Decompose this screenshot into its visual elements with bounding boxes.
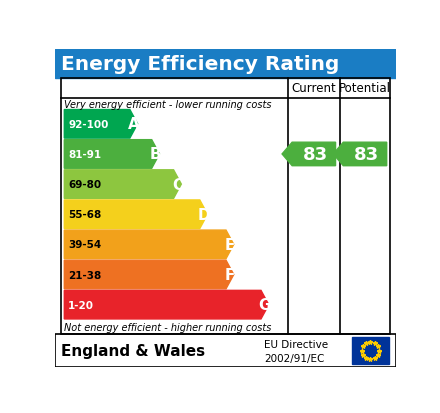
Text: 39-54: 39-54 — [68, 240, 102, 250]
Text: 21-38: 21-38 — [68, 270, 102, 280]
Text: G: G — [259, 297, 271, 312]
Bar — [55, 334, 396, 368]
Polygon shape — [333, 143, 387, 166]
Text: 1-20: 1-20 — [68, 300, 94, 310]
Text: Current: Current — [291, 82, 336, 95]
Text: 92-100: 92-100 — [68, 119, 109, 130]
Text: EU Directive: EU Directive — [264, 339, 328, 349]
Polygon shape — [282, 143, 336, 166]
Polygon shape — [64, 261, 234, 289]
Text: 83: 83 — [354, 146, 379, 164]
Text: B: B — [150, 147, 161, 162]
Bar — [55, 334, 396, 368]
Text: F: F — [225, 267, 235, 282]
Bar — [61, 79, 390, 334]
Polygon shape — [64, 140, 159, 169]
Text: Not energy efficient - higher running costs: Not energy efficient - higher running co… — [64, 323, 271, 332]
Bar — [352, 337, 389, 364]
Text: Potential: Potential — [339, 82, 391, 95]
Text: E: E — [225, 237, 235, 252]
Bar — [55, 50, 396, 79]
Polygon shape — [64, 230, 234, 259]
Text: 81-91: 81-91 — [68, 150, 101, 159]
Text: England & Wales: England & Wales — [61, 343, 205, 358]
Text: Energy Efficiency Rating: Energy Efficiency Rating — [61, 55, 340, 74]
Polygon shape — [64, 110, 138, 139]
Text: 2002/91/EC: 2002/91/EC — [264, 353, 325, 363]
Text: 55-68: 55-68 — [68, 210, 102, 220]
Polygon shape — [64, 200, 208, 229]
Text: A: A — [128, 117, 139, 132]
Text: 69-80: 69-80 — [68, 180, 101, 190]
Polygon shape — [64, 291, 269, 319]
Polygon shape — [64, 171, 181, 199]
Text: C: C — [172, 177, 183, 192]
Text: 83: 83 — [303, 146, 328, 164]
Text: D: D — [198, 207, 210, 222]
Text: Very energy efficient - lower running costs: Very energy efficient - lower running co… — [64, 100, 272, 110]
